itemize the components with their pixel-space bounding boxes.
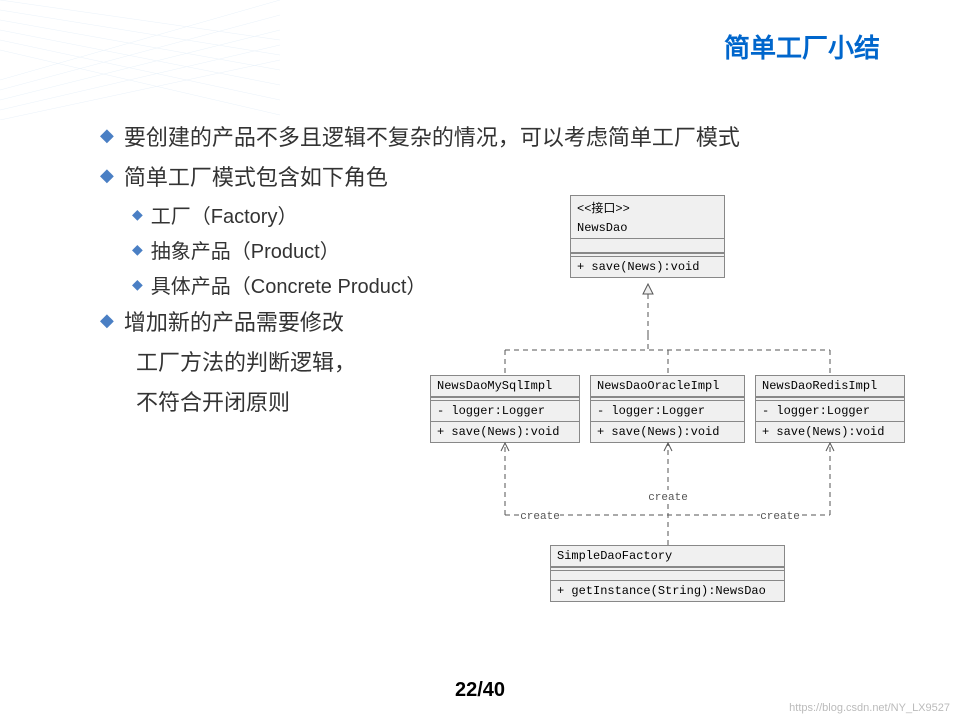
bullet-2-1: ◆ 工厂（Factory） <box>132 200 900 229</box>
bg-pattern <box>0 0 280 120</box>
bullet-1: ◆ 要创建的产品不多且逻辑不复杂的情况，可以考虑简单工厂模式 <box>100 120 900 152</box>
page-number: 22/40 <box>455 679 505 702</box>
watermark: https://blog.csdn.net/NY_LX9527 <box>789 702 950 714</box>
bullet-3: ◆ 增加新的产品需要修改 <box>100 305 900 337</box>
uml-factory: SimpleDaoFactory + getInstance(String):N… <box>550 545 785 602</box>
uml-method: + save(News):void <box>431 422 579 442</box>
diamond-icon: ◆ <box>100 120 114 150</box>
bullet-2-3-text: 具体产品（Concrete Product） <box>151 270 427 299</box>
uml-method: + getInstance(String):NewsDao <box>551 581 784 601</box>
uml-method: + save(News):void <box>591 422 744 442</box>
bullet-3-line3: 不符合开闭原则 <box>136 385 900 417</box>
bullet-2-1-text: 工厂（Factory） <box>151 200 298 229</box>
diamond-icon: ◆ <box>132 270 143 298</box>
bullet-3-line2: 工厂方法的判断逻辑， <box>136 345 900 377</box>
bullet-2-text: 简单工厂模式包含如下角色 <box>124 160 388 192</box>
bullet-2-2: ◆ 抽象产品（Product） <box>132 235 900 264</box>
content-area: ◆ 要创建的产品不多且逻辑不复杂的情况，可以考虑简单工厂模式 ◆ 简单工厂模式包… <box>100 120 900 425</box>
slide-title: 简单工厂小结 <box>724 28 880 65</box>
label-create: create <box>760 511 800 523</box>
bullet-1-text: 要创建的产品不多且逻辑不复杂的情况，可以考虑简单工厂模式 <box>124 120 740 152</box>
uml-class-name: SimpleDaoFactory <box>551 546 784 567</box>
bullet-2: ◆ 简单工厂模式包含如下角色 <box>100 160 900 192</box>
diamond-icon: ◆ <box>132 200 143 228</box>
uml-method: + save(News):void <box>756 422 904 442</box>
bullet-3-text: 增加新的产品需要修改 <box>124 305 344 337</box>
bullet-2-2-text: 抽象产品（Product） <box>151 235 340 264</box>
diamond-icon: ◆ <box>100 305 114 335</box>
uml-empty <box>551 567 784 581</box>
diamond-icon: ◆ <box>132 235 143 263</box>
bullet-2-3: ◆ 具体产品（Concrete Product） <box>132 270 900 299</box>
diamond-icon: ◆ <box>100 160 114 190</box>
label-create: create <box>520 511 560 523</box>
label-create: create <box>648 492 688 504</box>
